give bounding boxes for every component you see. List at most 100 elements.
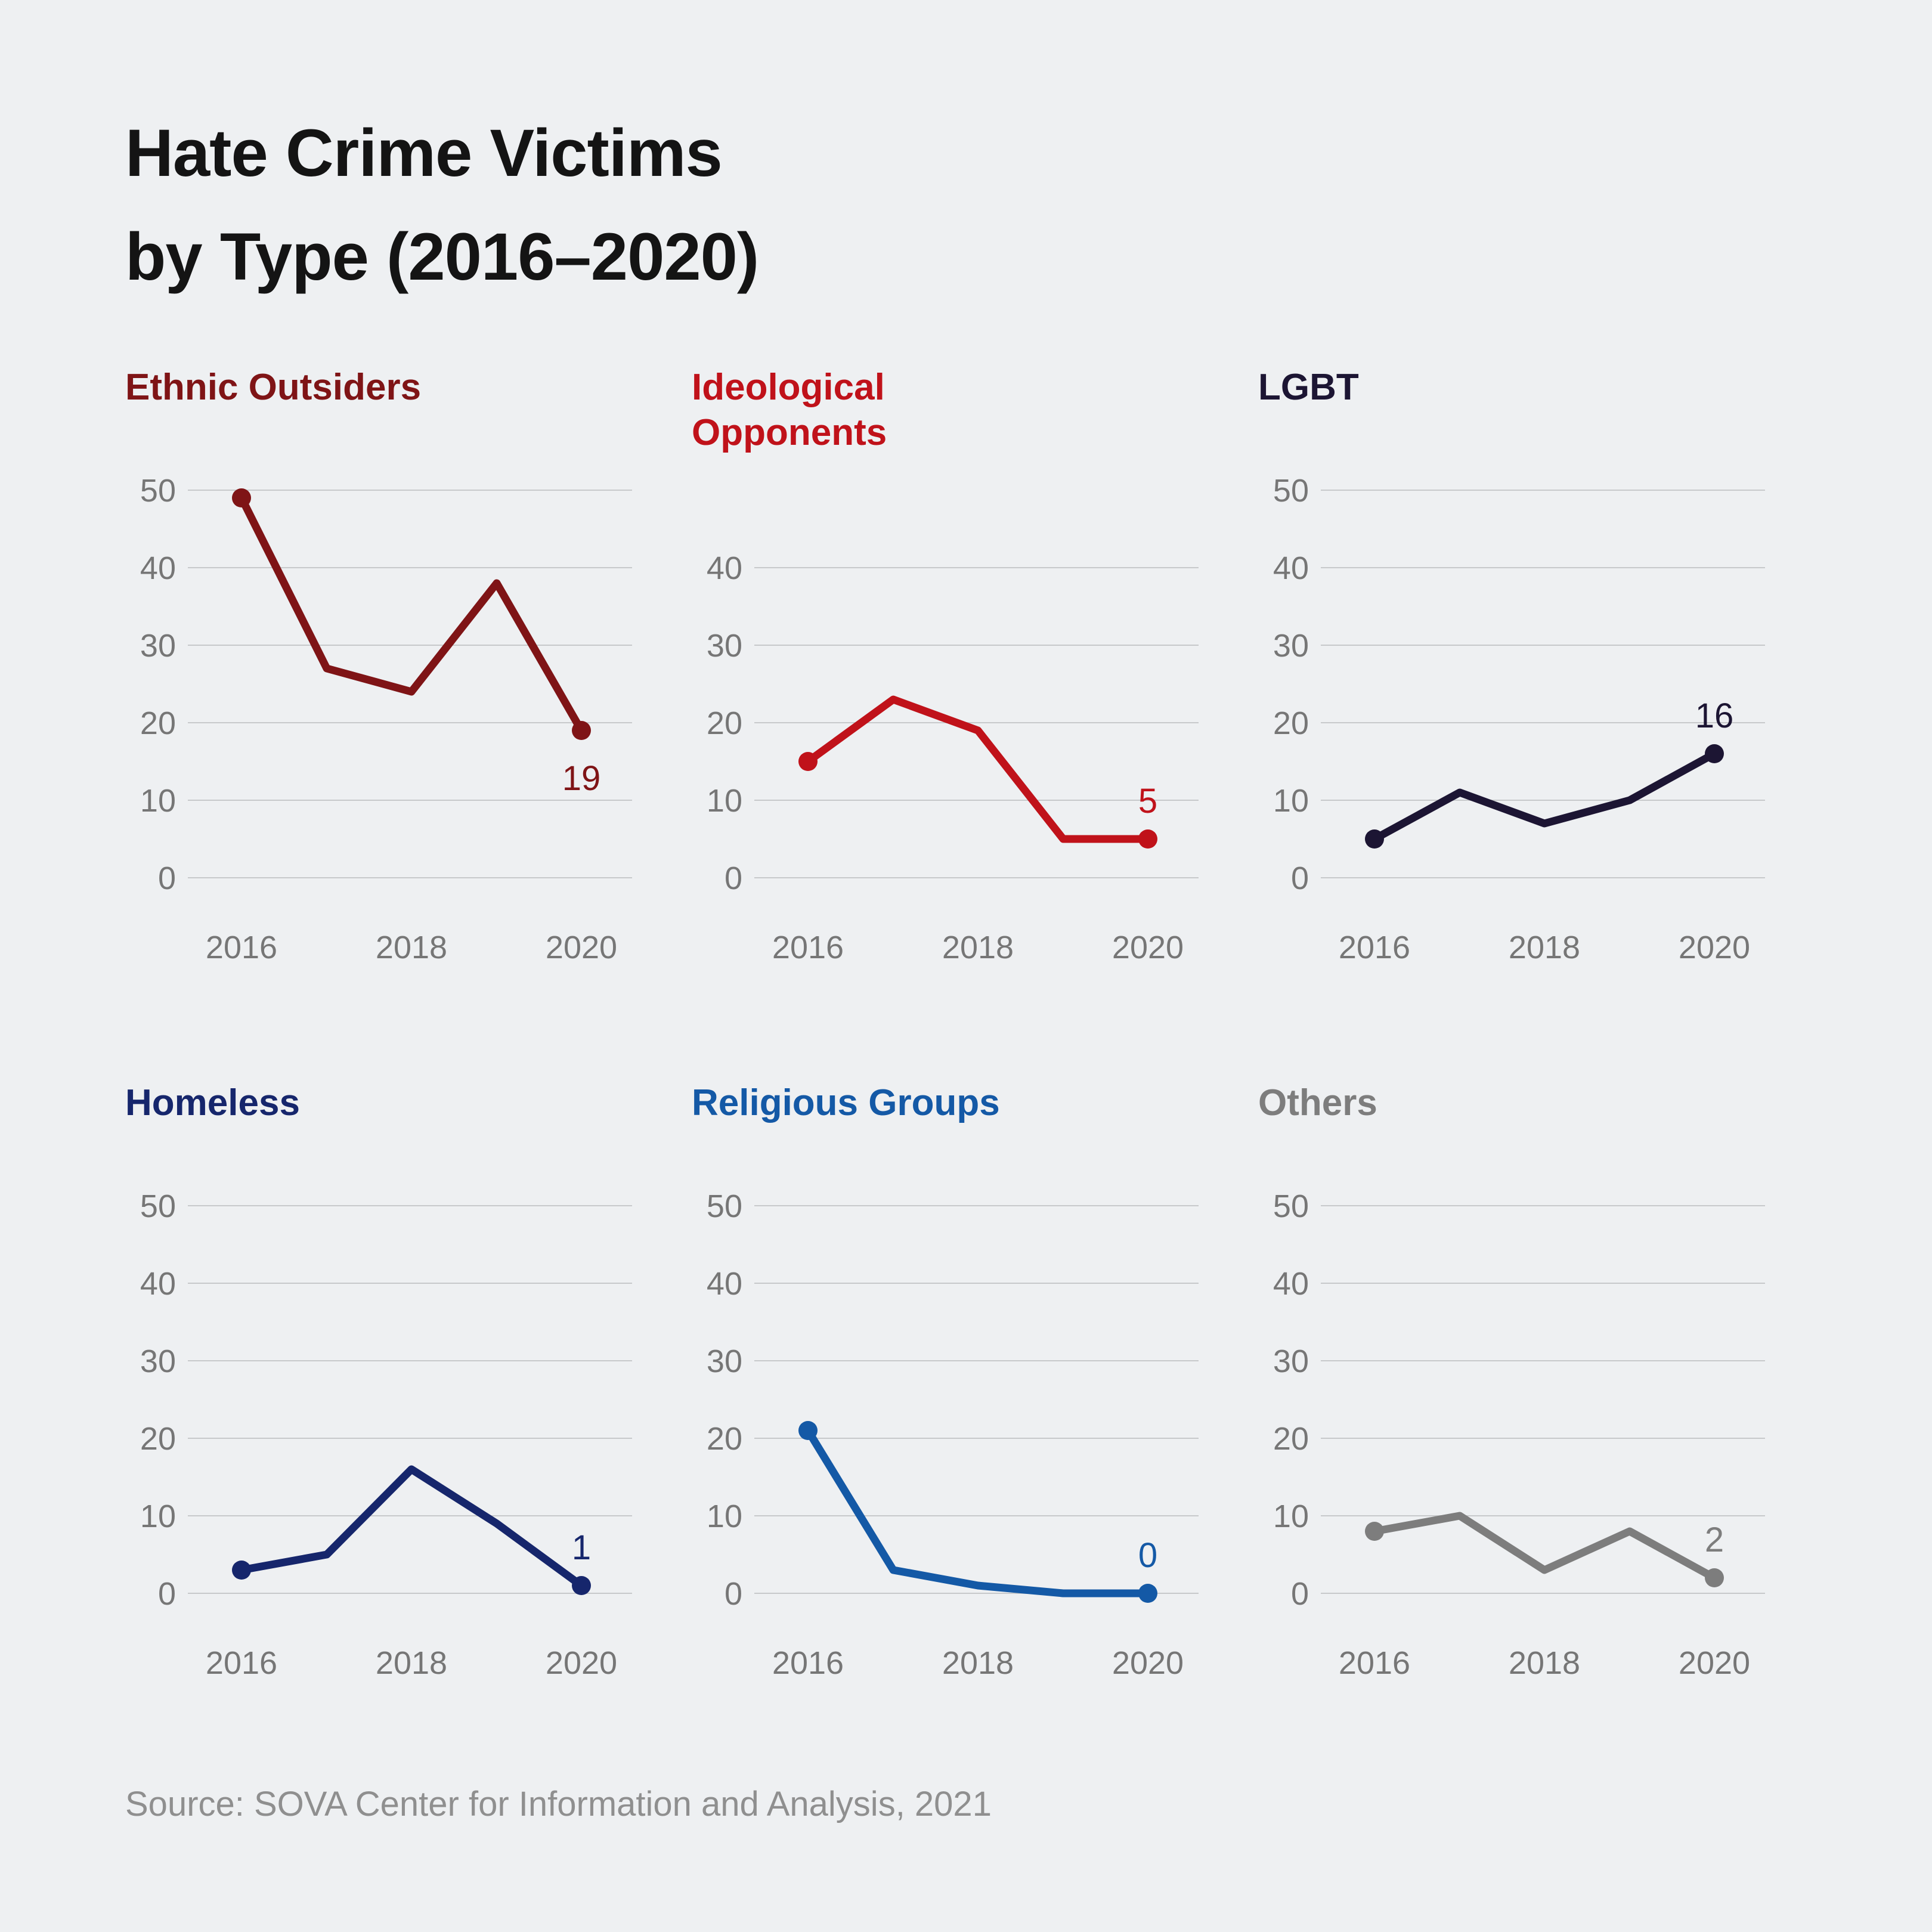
x-axis-label: 2020: [546, 1645, 617, 1681]
y-axis-label: 10: [140, 783, 176, 819]
y-axis-label: 0: [1291, 1576, 1309, 1612]
data-point-first: [1365, 829, 1384, 849]
x-axis-label: 2020: [546, 930, 617, 965]
panel-others: Others 0 10 20 30 40 50 2016 2018 2020 2: [1258, 1080, 1825, 1695]
x-axis-label: 2016: [772, 930, 844, 965]
y-axis-label: 0: [158, 860, 176, 896]
y-axis-label: 40: [707, 550, 742, 586]
y-axis-label: 50: [1273, 473, 1309, 509]
panel-title: LGBT: [1258, 367, 1359, 408]
y-axis-label: 0: [724, 860, 742, 896]
y-axis-label: 30: [140, 1343, 176, 1379]
data-point-first: [232, 1561, 251, 1580]
panel-title: Homeless: [125, 1082, 300, 1124]
data-point-last: [1138, 829, 1157, 849]
x-axis-label: 2018: [942, 1645, 1014, 1681]
y-axis-label: 30: [707, 628, 742, 664]
x-axis-label: 2018: [1509, 1645, 1580, 1681]
line-chart-svg: 0 10 20 30 40 50 2016 2018 2020 19: [140, 473, 632, 965]
panel-title: Others: [1258, 1082, 1377, 1124]
line-chart-svg: 0 10 20 30 40 50 2016 2018 2020 2: [1273, 1188, 1765, 1681]
x-axis-label: 2016: [206, 1645, 277, 1681]
y-axis-label: 10: [1273, 783, 1309, 819]
line-series: [1370, 750, 1719, 843]
line-series: [237, 1465, 586, 1590]
y-axis-label: 20: [707, 1421, 742, 1457]
line-series: [804, 1426, 1152, 1597]
panel-title: Ethnic Outsiders: [125, 367, 422, 408]
data-point-last: [1138, 1584, 1157, 1603]
y-axis-label: 20: [140, 1421, 176, 1457]
line-series: [1370, 1512, 1719, 1582]
y-axis-label: 40: [1273, 550, 1309, 586]
data-point-first: [1365, 1522, 1384, 1541]
data-point-first: [798, 752, 818, 772]
y-axis-label: 50: [1273, 1188, 1309, 1224]
y-axis-label: 40: [140, 1266, 176, 1302]
line-series: [804, 695, 1152, 843]
value-label: 1: [572, 1528, 591, 1567]
panel-lgbt: LGBT 0 10 20 30 40 50 2016 2018 2020 16: [1258, 365, 1825, 979]
y-axis-label: 50: [140, 473, 176, 509]
data-point-first: [232, 488, 251, 508]
x-axis-label: 2018: [376, 930, 447, 965]
y-axis-label: 50: [707, 1188, 742, 1224]
y-axis-label: 10: [140, 1498, 176, 1534]
value-label: 16: [1695, 696, 1734, 735]
x-axis-label: 2016: [206, 930, 277, 965]
data-point-last: [1705, 1568, 1724, 1588]
y-axis-label: 40: [1273, 1266, 1309, 1302]
y-axis-label: 20: [1273, 705, 1309, 741]
y-axis-label: 30: [1273, 1343, 1309, 1379]
x-axis-label: 2020: [1679, 1645, 1750, 1681]
data-point-last: [572, 721, 591, 741]
y-axis-label: 40: [140, 550, 176, 586]
panel-homeless: Homeless 0 10 20 30 40 50 2016 2018 2020 1: [125, 1080, 692, 1695]
line-series: [237, 494, 586, 735]
x-axis-label: 2016: [772, 1645, 844, 1681]
y-axis-label: 0: [158, 1576, 176, 1612]
panel-ethnic-outsiders: Ethnic Outsiders 0 10 20 30 40 50 2016 2018 2020…: [125, 365, 692, 979]
panel-title: Religious Groups: [692, 1082, 1000, 1124]
panel-ideological-opponents: Ideological Opponents 0 10 20 30 40 2016 2018 2…: [692, 365, 1258, 979]
y-axis-label: 50: [140, 1188, 176, 1224]
y-axis-label: 20: [1273, 1421, 1309, 1457]
page-title-line1: Hate Crime Victims: [125, 116, 723, 190]
y-axis-label: 10: [707, 783, 742, 819]
line-chart-svg: 0 10 20 30 40 50 2016 2018 2020 16: [1273, 473, 1765, 965]
data-point-first: [798, 1421, 818, 1441]
value-label: 0: [1138, 1536, 1157, 1575]
line-chart-svg: 0 10 20 30 40 50 2016 2018 2020 1: [140, 1188, 632, 1681]
x-axis-label: 2018: [376, 1645, 447, 1681]
value-label: 5: [1138, 782, 1157, 821]
panel-title: Ideological Opponents: [692, 367, 887, 454]
x-axis-label: 2020: [1112, 930, 1184, 965]
data-point-last: [1705, 744, 1724, 764]
y-axis-label: 10: [707, 1498, 742, 1534]
panel-religious-groups: Religious Groups 0 10 20 30 40 50 2016 2018 2020…: [692, 1080, 1258, 1695]
page-title: Hate Crime Victims by Type (2016–2020): [125, 101, 1843, 308]
y-axis-label: 20: [140, 705, 176, 741]
y-axis-label: 0: [724, 1576, 742, 1612]
y-axis-label: 30: [1273, 628, 1309, 664]
y-axis-label: 0: [1291, 860, 1309, 896]
small-multiples-grid: Ethnic Outsiders 0 10 20 30 40 50 2016 2018 2020…: [125, 365, 1843, 1695]
y-axis-label: 40: [707, 1266, 742, 1302]
value-label: 19: [562, 759, 601, 798]
value-label: 2: [1705, 1521, 1724, 1559]
x-axis-label: 2018: [942, 930, 1014, 965]
line-chart-svg: 0 10 20 30 40 2016 2018 2020 5: [707, 550, 1199, 965]
data-point-last: [572, 1576, 591, 1596]
line-chart-svg: 0 10 20 30 40 50 2016 2018 2020 0: [707, 1188, 1199, 1681]
x-axis-label: 2020: [1112, 1645, 1184, 1681]
page-title-line2: by Type (2016–2020): [125, 219, 759, 294]
x-axis-label: 2018: [1509, 930, 1580, 965]
y-axis-label: 30: [707, 1343, 742, 1379]
x-axis-label: 2020: [1679, 930, 1750, 965]
x-axis-label: 2016: [1339, 1645, 1410, 1681]
y-axis-label: 10: [1273, 1498, 1309, 1534]
y-axis-label: 20: [707, 705, 742, 741]
source-attribution: Source: SOVA Center for Information and …: [125, 1785, 992, 1824]
x-axis-label: 2016: [1339, 930, 1410, 965]
